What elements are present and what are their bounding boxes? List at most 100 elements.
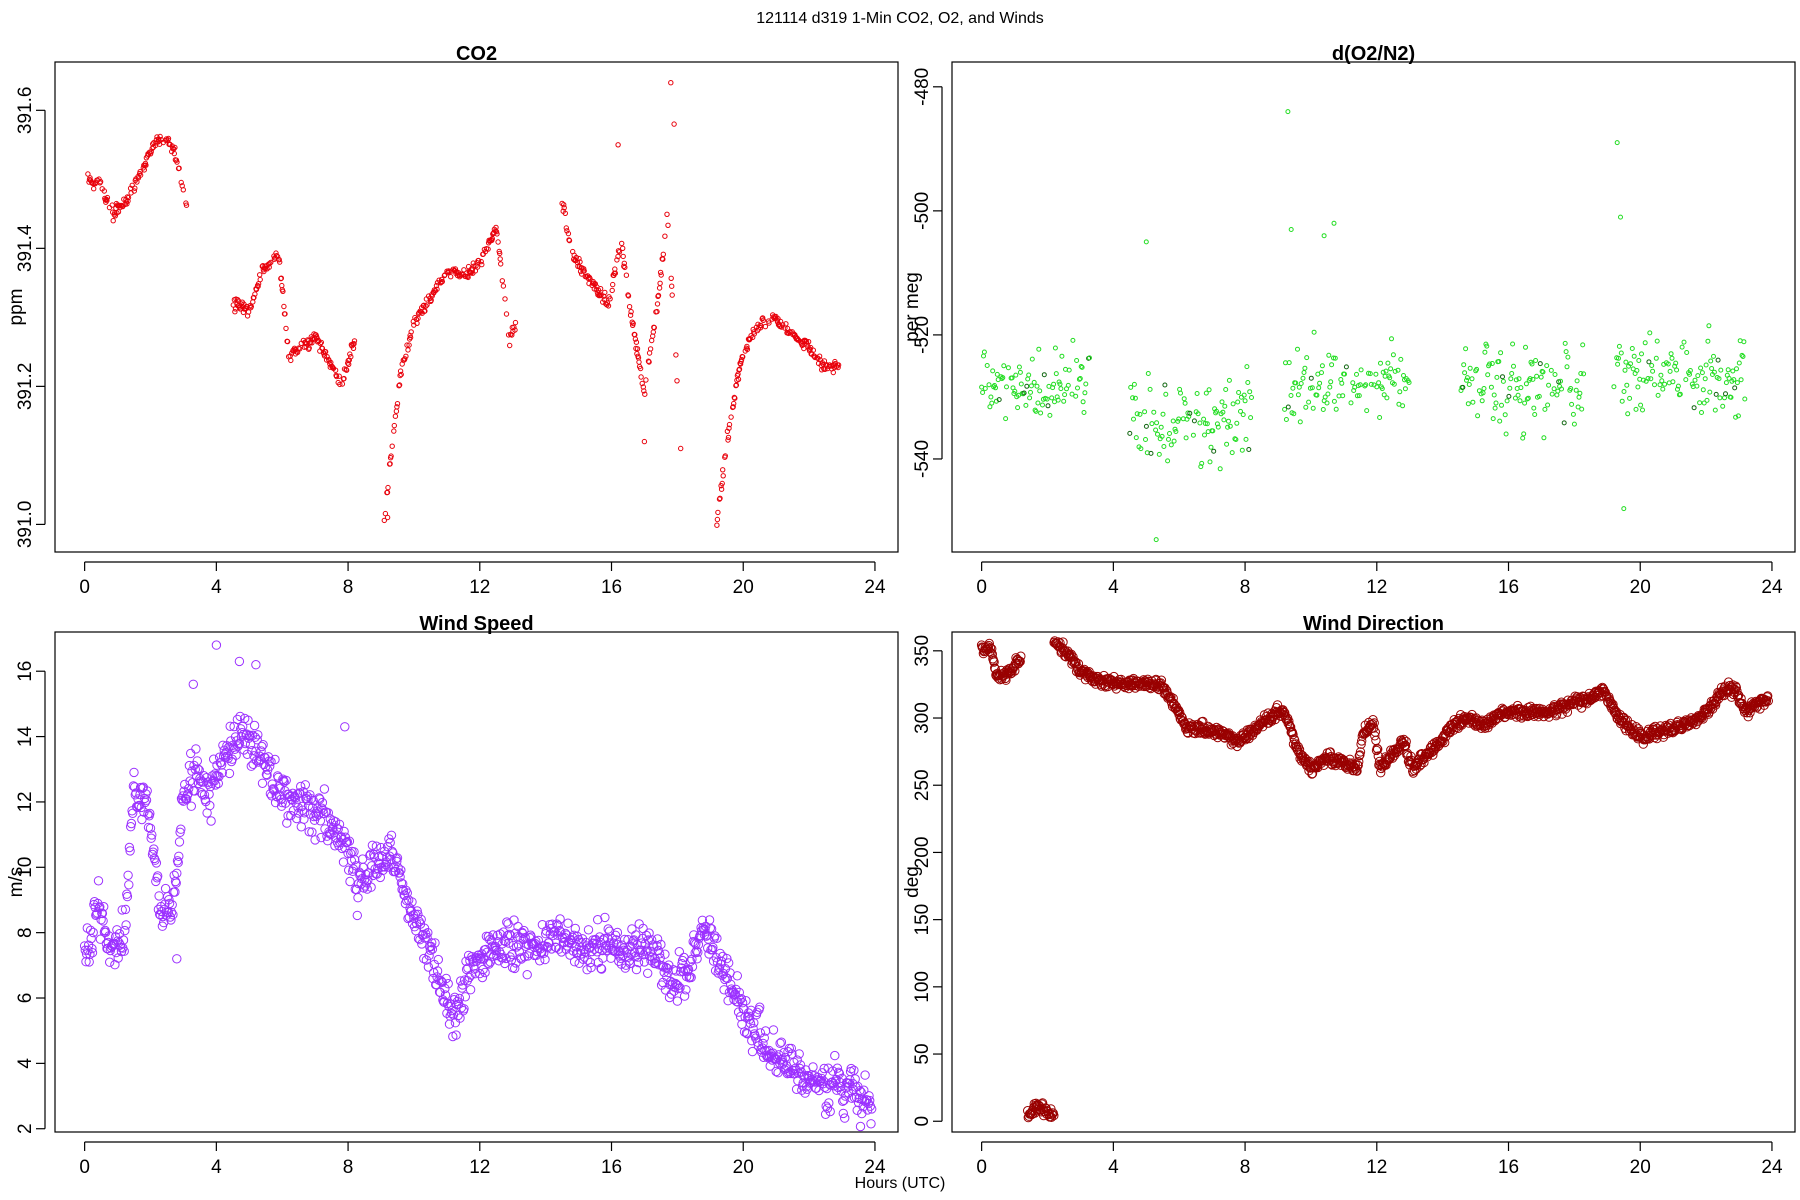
data-point — [384, 514, 391, 521]
data-point — [492, 930, 503, 940]
data-point — [1202, 421, 1208, 426]
data-point — [153, 871, 163, 881]
data-point — [1288, 729, 1298, 740]
data-point — [386, 830, 397, 840]
data-point — [389, 862, 399, 873]
data-point — [830, 369, 836, 376]
data-point — [1489, 361, 1495, 366]
data-point — [1438, 736, 1448, 747]
data-point — [1295, 392, 1301, 398]
data-point — [1631, 722, 1641, 732]
data-point — [714, 522, 720, 528]
data-point — [166, 915, 176, 925]
data-point — [394, 401, 401, 407]
data-point — [125, 198, 131, 204]
data-point — [484, 959, 494, 969]
data-point — [1616, 343, 1622, 349]
data-point — [1399, 734, 1409, 745]
data-point — [1707, 389, 1713, 395]
data-point — [1314, 392, 1320, 398]
data-point — [786, 1043, 796, 1054]
data-point — [1734, 380, 1740, 386]
x-tick-label: 24 — [1761, 1157, 1783, 1178]
data-point — [147, 830, 157, 840]
data-point — [989, 657, 999, 667]
data-point — [990, 368, 996, 374]
data-point — [282, 311, 288, 317]
data-point — [1385, 360, 1391, 366]
data-point — [726, 421, 733, 428]
data-point — [431, 287, 438, 293]
data-point — [407, 897, 417, 907]
data-point — [1245, 380, 1251, 385]
data-point — [91, 186, 97, 192]
data-point — [1738, 377, 1744, 383]
data-point — [1484, 343, 1490, 349]
data-point — [199, 790, 210, 800]
data-point — [1670, 379, 1676, 385]
data-point — [1697, 400, 1703, 406]
data-point — [1055, 397, 1061, 403]
data-point — [500, 283, 507, 289]
data-point — [652, 934, 663, 944]
data-point — [1339, 380, 1345, 386]
data-point — [1198, 464, 1204, 470]
data-point — [1373, 751, 1384, 761]
data-point — [125, 846, 135, 856]
data-point — [1401, 373, 1406, 378]
data-point — [1402, 386, 1408, 392]
data-point — [1067, 657, 1078, 667]
data-point — [1225, 424, 1231, 430]
data-point — [660, 251, 666, 258]
data-point — [1083, 381, 1089, 387]
data-point — [353, 893, 363, 903]
data-point — [474, 264, 481, 270]
data-point — [1559, 386, 1564, 392]
data-point — [622, 264, 628, 271]
data-point — [759, 1033, 769, 1043]
data-point — [620, 253, 626, 260]
data-point — [125, 194, 132, 201]
data-point — [1636, 358, 1642, 363]
data-point — [105, 957, 115, 967]
data-point — [297, 346, 303, 352]
o2-panel: d(O2/N2) 0 4 8 12 16 20 24 -540 -520 -500 -480 per m… — [902, 43, 1796, 598]
data-point — [120, 925, 130, 936]
data-point — [1395, 367, 1401, 373]
data-point — [87, 948, 98, 958]
data-point — [439, 278, 445, 285]
data-point — [283, 325, 289, 332]
data-point — [193, 764, 203, 774]
data-point — [440, 983, 450, 994]
data-point — [397, 884, 407, 895]
data-point — [1021, 390, 1027, 396]
data-point — [1638, 402, 1644, 408]
data-point — [747, 1046, 758, 1057]
data-point — [560, 928, 571, 939]
data-point — [1378, 360, 1383, 366]
data-point — [1499, 402, 1504, 408]
data-point — [137, 814, 147, 825]
data-point — [552, 919, 562, 929]
data-point — [1040, 402, 1045, 408]
data-point — [1366, 720, 1376, 730]
data-point — [1190, 432, 1196, 438]
data-point — [1733, 414, 1739, 420]
points — [85, 80, 842, 528]
data-point — [1633, 406, 1639, 412]
data-point — [430, 938, 440, 948]
data-point — [1730, 368, 1736, 374]
data-point — [716, 956, 727, 966]
data-point — [1297, 419, 1303, 425]
data-point — [544, 938, 554, 948]
y-tick-label: 14 — [15, 726, 36, 748]
data-point — [1001, 363, 1007, 369]
y-tick-label: -480 — [912, 68, 933, 106]
data-point — [569, 957, 580, 967]
data-point — [1558, 378, 1563, 384]
x-tick-label: 0 — [79, 1157, 90, 1178]
data-point — [422, 932, 432, 943]
data-point — [1414, 754, 1424, 765]
y-tick-label: 391.2 — [15, 363, 36, 411]
data-point — [1286, 360, 1292, 366]
